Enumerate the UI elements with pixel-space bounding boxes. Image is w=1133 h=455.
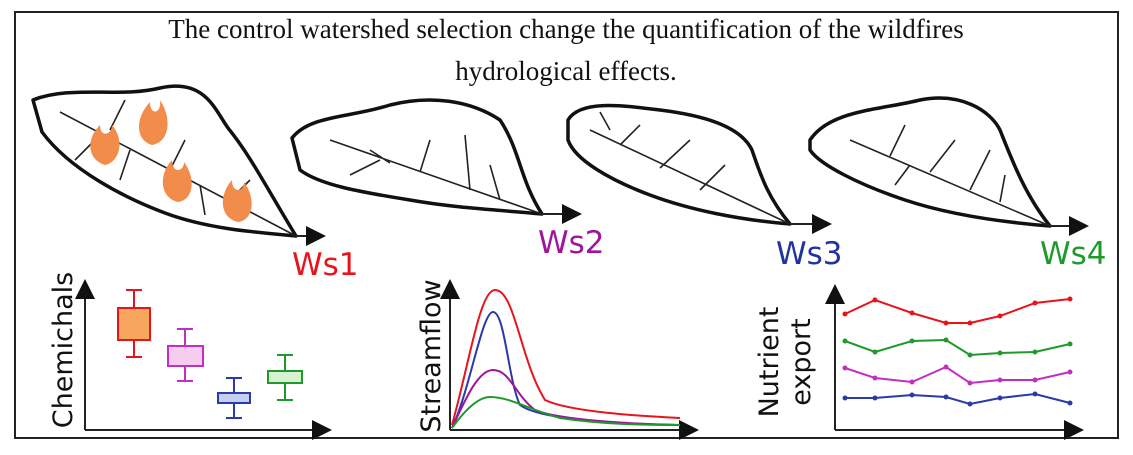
watershed-1: [31, 84, 326, 246]
chemicals-panel: [75, 279, 332, 440]
axis-label: Nutrient: [754, 307, 785, 418]
streamflow-panel: [440, 279, 699, 440]
watershed-3: [566, 103, 832, 234]
axis-label: export: [786, 318, 817, 405]
watershed-label: Ws3: [776, 236, 843, 272]
axis-label: Chemichals: [48, 272, 79, 428]
title-line: hydrological effects.: [455, 56, 676, 86]
watershed-4: [808, 96, 1089, 236]
watershed-label: Ws4: [1040, 236, 1107, 272]
watershed-label: Ws2: [538, 225, 605, 261]
frame: [14, 11, 1119, 439]
watershed-label: Ws1: [292, 247, 359, 283]
axis-label: Streamflow: [416, 279, 447, 432]
nutrient-panel: [825, 284, 1084, 440]
title-line: The control watershed selection change t…: [168, 14, 963, 44]
watershed-2: [290, 98, 582, 224]
